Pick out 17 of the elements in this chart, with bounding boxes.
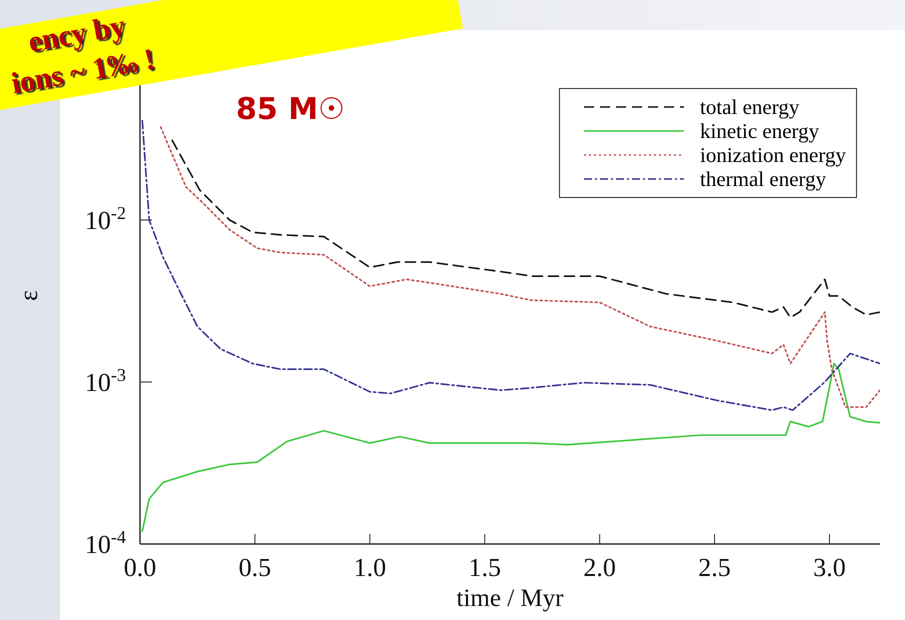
x-tick-label: 2.5 (698, 553, 731, 582)
x-axis-title: time / Myr (456, 585, 564, 612)
y-tick-label: 10$^{-2}$ (84, 203, 126, 235)
y-tick-label: 10$^{-3}$ (84, 365, 126, 397)
x-tick-label: 2.0 (583, 553, 616, 582)
x-tick-label: 0.0 (124, 553, 156, 582)
legend-label: thermal energy (700, 167, 826, 191)
y-tick-label: 10$^{-4}$ (84, 527, 126, 559)
y-axis-title: ε (14, 290, 44, 301)
x-tick-label: 1.5 (468, 553, 501, 582)
legend-label: kinetic energy (700, 119, 820, 143)
x-tick-label: 0.5 (238, 553, 272, 582)
line-series (142, 362, 880, 532)
x-tick-label: 3.0 (813, 553, 846, 582)
x-tick-label: 1.0 (354, 553, 386, 582)
legend-label: total energy (700, 95, 800, 119)
legend-label: ionization energy (700, 143, 846, 167)
